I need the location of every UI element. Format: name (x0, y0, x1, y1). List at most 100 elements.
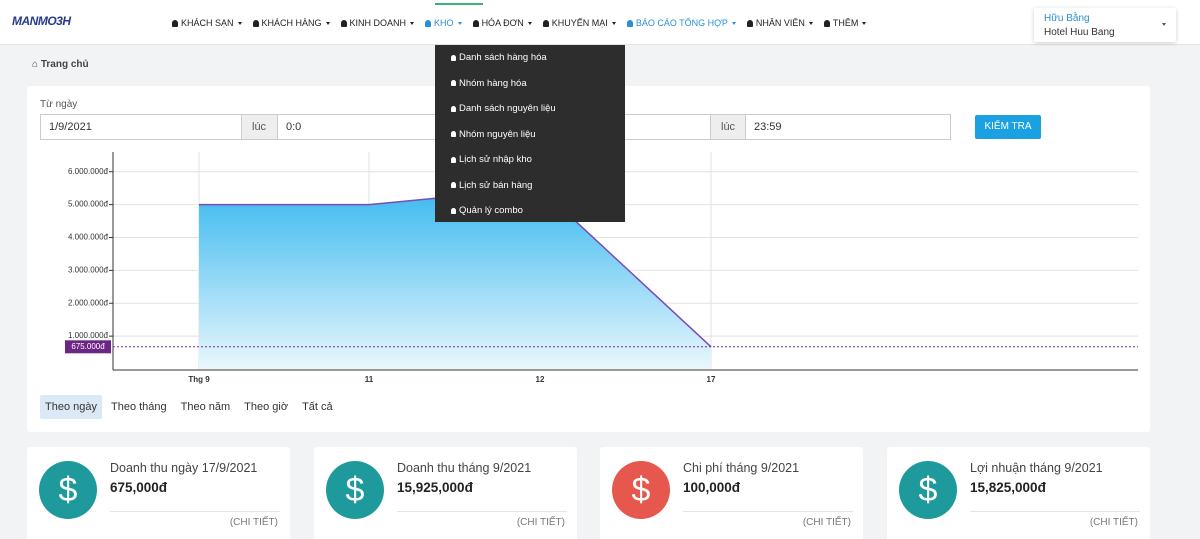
menu-item[interactable]: THÊM (823, 18, 867, 28)
menu-label: KHÁCH HÀNG (261, 18, 322, 28)
menu-item[interactable]: KHUYẾN MẠI (542, 18, 616, 28)
user-box[interactable]: Hữu Bằng Hotel Huu Bang (1034, 8, 1176, 42)
caret (527, 21, 532, 25)
icon-circle: $ (612, 461, 670, 519)
caret (611, 21, 616, 25)
logo[interactable]: MANMO3H (12, 14, 71, 28)
menu-item[interactable]: KINH DOANH (340, 18, 415, 28)
menu-label: BÁO CÁO TỔNG HỢP (635, 18, 728, 28)
dropdown-label: Lịch sử bán hàng (459, 179, 533, 191)
tab[interactable]: Theo tháng (110, 401, 167, 413)
icon (746, 19, 753, 27)
card-value: 15,925,000đ (397, 480, 473, 495)
card-title: Doanh thu ngày 17/9/2021 (110, 461, 258, 475)
hotel-name: Hotel Huu Bang (1044, 27, 1115, 38)
time-input[interactable]: 23:59 (745, 114, 951, 140)
menu-item[interactable]: KHÁCH SẠN (172, 18, 242, 28)
menu-item[interactable]: KHO (425, 18, 462, 28)
dropdown-item[interactable]: Lịch sử bán hàng (435, 173, 625, 199)
menu-label: KHO (434, 18, 454, 28)
dropdown-item[interactable]: Quản lý combo (435, 198, 625, 224)
menu-label: KINH DOANH (349, 18, 407, 28)
tab[interactable]: Theo ngày (40, 395, 102, 419)
icon (172, 19, 178, 27)
stat-card: $ Doanh thu ngày 17/9/2021 675,000đ (CHI TI… (27, 447, 290, 539)
menu-item[interactable]: BÁO CÁO TỔNG HỢP (626, 18, 736, 28)
icon (340, 19, 347, 27)
dropdown-item[interactable]: Lịch sử nhập kho (435, 147, 625, 173)
icon (823, 19, 830, 27)
menu-label: THÊM (832, 18, 859, 28)
stat-card: $ Doanh thu tháng 9/2021 15,925,000đ (CHI T… (314, 447, 577, 539)
user-name: Hữu Bằng (1044, 13, 1090, 24)
icon-circle: $ (326, 461, 384, 519)
caret (862, 21, 867, 25)
icon (451, 80, 456, 87)
card-link[interactable]: (CHI TIẾT) (229, 517, 278, 528)
divider (397, 511, 567, 512)
icon (451, 156, 456, 163)
menu-item[interactable]: KHÁCH HÀNG (252, 18, 330, 28)
menu-label: KHUYẾN MẠI (551, 18, 608, 28)
addon: lúc (241, 114, 278, 140)
menu-label: HÓA ĐƠN (481, 18, 524, 28)
caret (731, 21, 736, 25)
dropdown-label: Danh sách nguyên liệu (459, 103, 556, 115)
check-button[interactable]: KIỂM TRA (975, 115, 1041, 139)
addon: lúc (710, 114, 746, 140)
card-title: Doanh thu tháng 9/2021 (397, 461, 532, 475)
icon (472, 19, 479, 27)
dropdown-item[interactable]: Danh sách hàng hóa (435, 45, 625, 71)
dropdown-label: Quản lý combo (459, 205, 523, 217)
icon (451, 54, 456, 61)
from-label: Từ ngày (40, 99, 78, 110)
menu-item[interactable]: NHÂN VIÊN (746, 18, 813, 28)
tab[interactable]: Theo giờ (244, 401, 289, 413)
caret (237, 21, 242, 25)
menu-label: KHÁCH SẠN (181, 18, 234, 28)
dropdown-label: Nhóm hàng hóa (459, 77, 527, 89)
dropdown-menu: Danh sách hàng hóa Nhóm hàng hóa Danh sách… (435, 45, 625, 222)
breadcrumb[interactable]: ⌂ Trang chủ (32, 59, 89, 70)
divider (110, 511, 280, 512)
divider (970, 511, 1140, 512)
card-link[interactable]: (CHI TIẾT) (516, 517, 565, 528)
tab[interactable]: Theo năm (180, 401, 231, 413)
stat-card: $ Chi phí tháng 9/2021 100,000đ (CHI TIẾT) (600, 447, 863, 539)
icon (451, 131, 456, 138)
menu-item[interactable]: HÓA ĐƠN (472, 18, 532, 28)
dropdown-item[interactable]: Nhóm hàng hóa (435, 71, 625, 97)
menu: KHÁCH SẠN KHÁCH HÀNG KINH DOANH KHO HÓA ĐƠN K… (172, 18, 867, 28)
dropdown-item[interactable]: Nhóm nguyên liệu (435, 122, 625, 148)
card-value: 675,000đ (110, 480, 168, 495)
icon (451, 182, 456, 189)
card-link[interactable]: (CHI TIẾT) (802, 517, 851, 528)
dropdown-label: Danh sách hàng hóa (459, 52, 547, 64)
icon (451, 105, 456, 112)
menu-label: NHÂN VIÊN (755, 18, 805, 28)
date-input[interactable]: 1/9/2021 (40, 114, 242, 140)
card-title: Chi phí tháng 9/2021 (683, 461, 800, 475)
icon (626, 19, 633, 27)
card-link[interactable]: (CHI TIẾT) (1089, 517, 1138, 528)
caret (325, 21, 330, 25)
stat-card: $ Lợi nhuận tháng 9/2021 15,825,000đ (CHI T… (887, 447, 1150, 539)
tab[interactable]: Tất cả (302, 401, 333, 413)
card-value: 15,825,000đ (970, 480, 1046, 495)
icon (451, 207, 456, 214)
icon-circle: $ (899, 461, 957, 519)
icon (542, 19, 549, 27)
dropdown-label: Lịch sử nhập kho (459, 154, 532, 166)
divider (683, 511, 853, 512)
icon (425, 19, 432, 27)
dropdown-item[interactable]: Danh sách nguyên liệu (435, 96, 625, 122)
breadcrumb-text: Trang chủ (40, 59, 89, 70)
top-nav: MANMO3H KHÁCH SẠN KHÁCH HÀNG KINH DOANH KHO… (0, 0, 1200, 45)
caret (457, 21, 462, 25)
time-input[interactable]: 0:0 (277, 114, 447, 140)
card-value: 100,000đ (683, 480, 741, 495)
icon (252, 19, 259, 27)
tabs: Theo ngày Theo tháng Theo năm Theo giờ Tất c… (40, 395, 338, 419)
active-indicator (435, 3, 483, 5)
